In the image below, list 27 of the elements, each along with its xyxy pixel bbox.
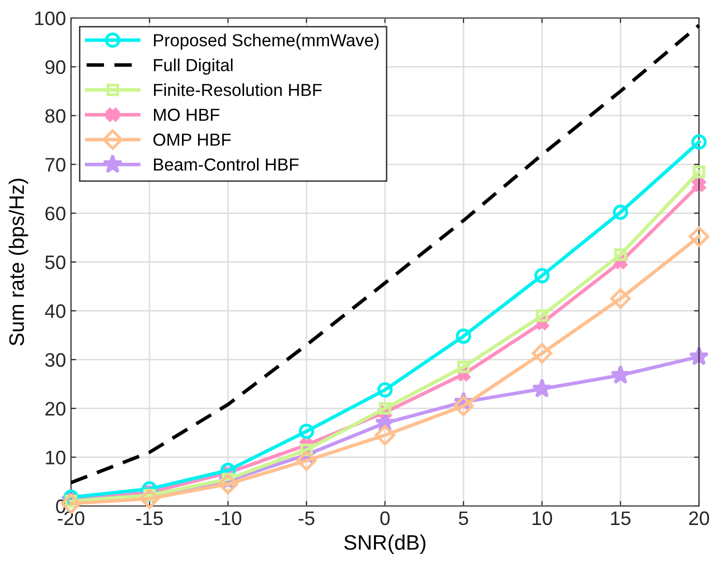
y-tick-label: 30	[45, 353, 66, 367]
legend-label: Beam-Control HBF	[154, 158, 299, 171]
y-tick-label: 90	[45, 60, 66, 74]
y-tick-label: 80	[45, 109, 66, 123]
x-tick-label: -10	[214, 511, 242, 526]
x-tick-label: -20	[58, 511, 84, 526]
x-tick-label: 10	[532, 511, 552, 526]
y-tick-label: 100	[35, 11, 66, 26]
x-tick-label: 0	[380, 511, 390, 526]
x-tick-label: 15	[611, 512, 630, 526]
legend-label: Full Digital	[154, 58, 232, 75]
x-tick-label: 20	[689, 511, 710, 526]
x-tick-label: 5	[458, 512, 468, 526]
legend-label: Finite-Resolution HBF	[154, 83, 322, 96]
legend-label: OMP HBF	[153, 134, 231, 146]
x-tick-label: -5	[298, 512, 314, 526]
y-tick-label: 60	[46, 206, 66, 220]
y-tick-label: 70	[46, 158, 66, 172]
legend-label: Proposed Scheme(mmWave)	[154, 34, 379, 50]
x-axis-title: SNR(dB)	[344, 534, 426, 554]
x-tick-label: -15	[136, 512, 163, 526]
y-tick-label: 40	[44, 304, 66, 318]
y-tick-label: 50	[45, 255, 66, 270]
y-axis-title: Sum rate (bps/Hz)	[8, 178, 28, 346]
y-tick-label: 20	[45, 402, 66, 416]
legend-label: MO HBF	[154, 108, 220, 121]
y-tick-label: 10	[46, 450, 66, 464]
